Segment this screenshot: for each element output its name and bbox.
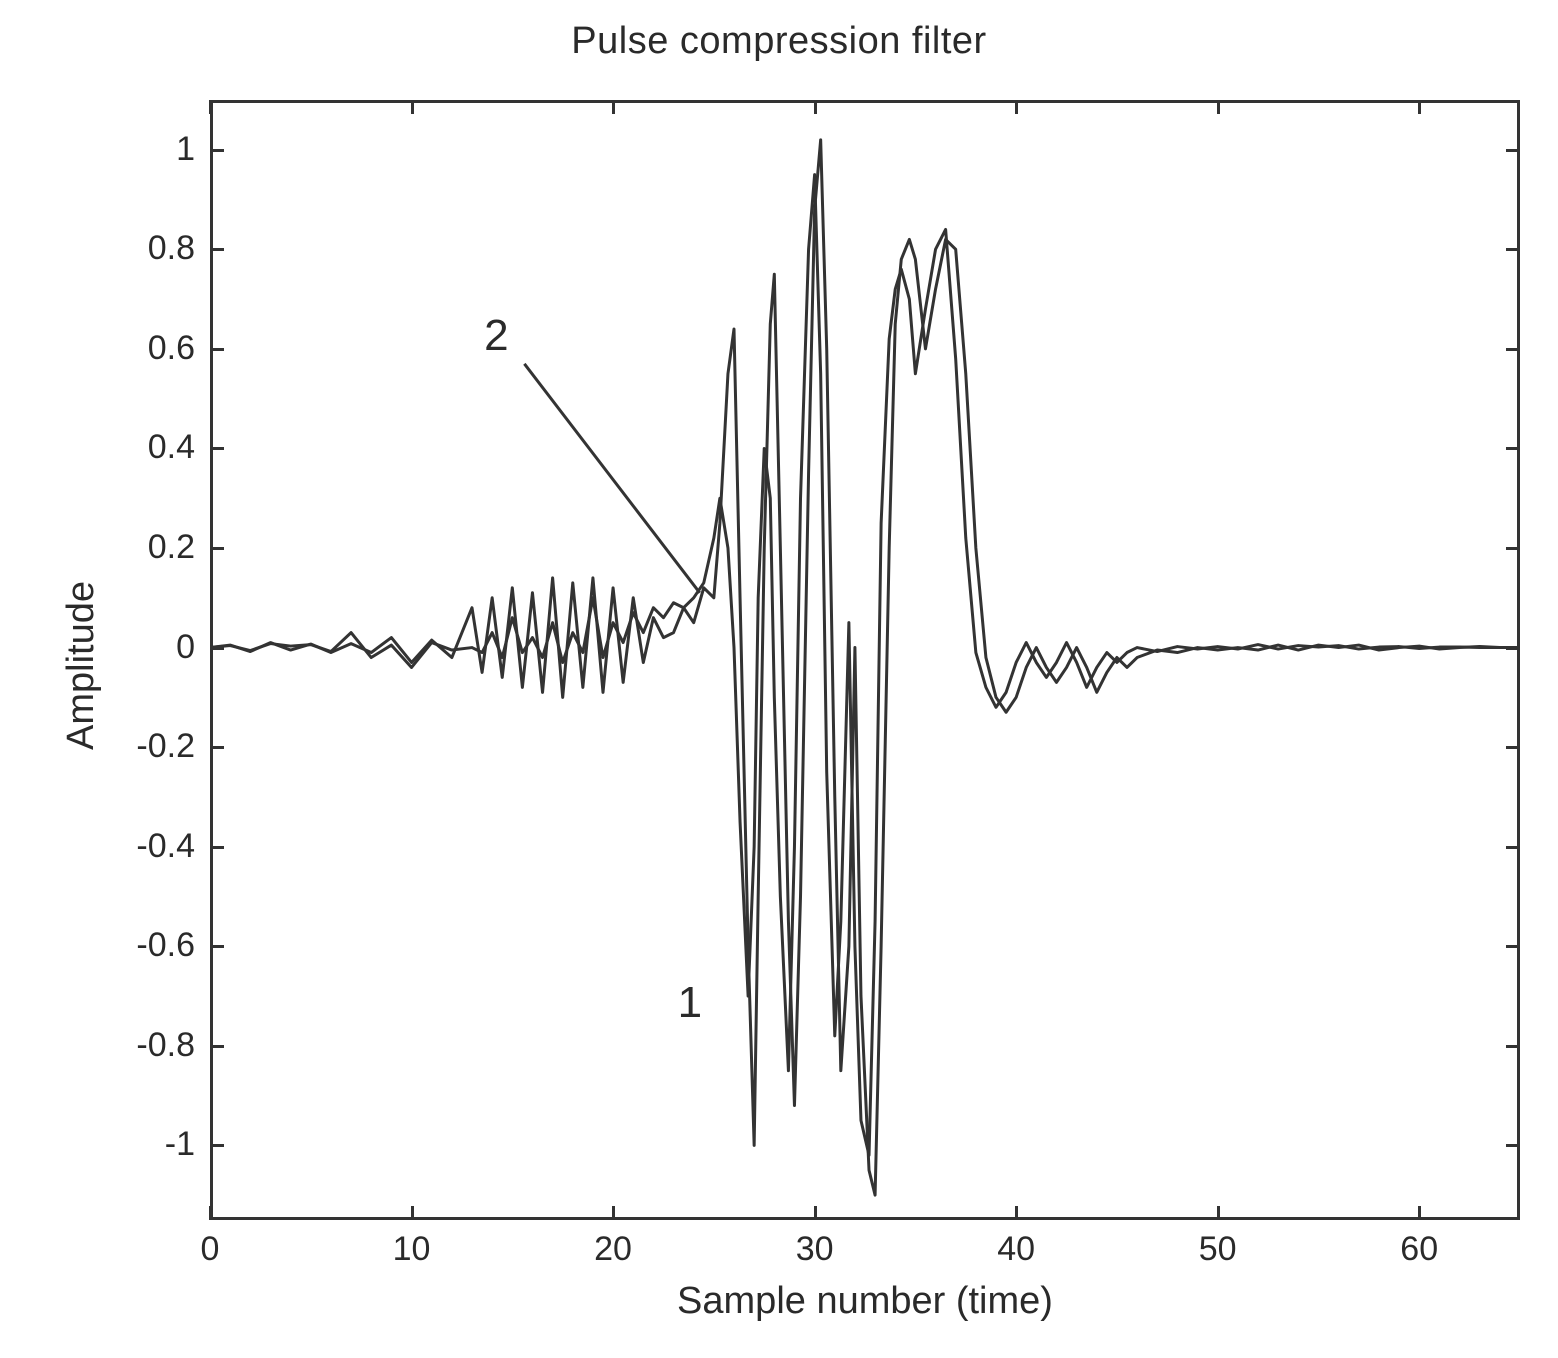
y-tick-label: -0.6 bbox=[115, 926, 195, 965]
y-tick bbox=[210, 149, 224, 152]
x-tick bbox=[814, 100, 817, 114]
x-tick bbox=[209, 1206, 212, 1220]
x-tick-label: 10 bbox=[382, 1230, 442, 1269]
y-tick bbox=[1506, 746, 1520, 749]
x-tick bbox=[814, 1206, 817, 1220]
x-tick-label: 0 bbox=[180, 1230, 240, 1269]
y-tick bbox=[1506, 149, 1520, 152]
figure: Pulse compression filter Amplitude Sampl… bbox=[0, 0, 1558, 1358]
y-tick bbox=[1506, 547, 1520, 550]
y-tick-label: 1 bbox=[115, 130, 195, 169]
x-axis-label: Sample number (time) bbox=[655, 1280, 1075, 1323]
x-tick bbox=[411, 100, 414, 114]
y-tick-label: 0.8 bbox=[115, 229, 195, 268]
y-tick bbox=[1506, 447, 1520, 450]
x-tick bbox=[411, 1206, 414, 1220]
x-tick-label: 50 bbox=[1188, 1230, 1248, 1269]
x-tick-label: 20 bbox=[583, 1230, 643, 1269]
x-tick bbox=[1217, 100, 1220, 114]
x-tick-label: 60 bbox=[1389, 1230, 1449, 1269]
y-tick bbox=[1506, 1144, 1520, 1147]
y-tick-label: -0.8 bbox=[115, 1026, 195, 1065]
y-tick bbox=[210, 945, 224, 948]
y-tick bbox=[210, 846, 224, 849]
y-tick bbox=[210, 348, 224, 351]
x-tick-label: 30 bbox=[785, 1230, 845, 1269]
x-tick bbox=[209, 100, 212, 114]
y-tick bbox=[210, 447, 224, 450]
x-tick-label: 40 bbox=[986, 1230, 1046, 1269]
y-tick bbox=[1506, 348, 1520, 351]
x-tick bbox=[1015, 1206, 1018, 1220]
y-tick bbox=[1506, 1045, 1520, 1048]
y-tick bbox=[1506, 846, 1520, 849]
y-tick bbox=[1506, 248, 1520, 251]
x-tick bbox=[1418, 1206, 1421, 1220]
y-tick bbox=[210, 647, 224, 650]
x-tick bbox=[1015, 100, 1018, 114]
series-line-1 bbox=[210, 140, 1520, 1195]
y-tick bbox=[1506, 647, 1520, 650]
y-tick bbox=[210, 248, 224, 251]
x-tick bbox=[612, 100, 615, 114]
y-tick-label: -0.2 bbox=[115, 727, 195, 766]
y-tick-label: -0.4 bbox=[115, 827, 195, 866]
y-tick bbox=[210, 547, 224, 550]
y-axis-label: Amplitude bbox=[60, 581, 103, 750]
y-tick bbox=[1506, 945, 1520, 948]
x-tick bbox=[612, 1206, 615, 1220]
y-tick-label: 0.6 bbox=[115, 329, 195, 368]
y-tick bbox=[210, 746, 224, 749]
x-tick bbox=[1418, 100, 1421, 114]
y-tick-label: 0 bbox=[115, 628, 195, 667]
annotation-leader-2 bbox=[524, 364, 699, 593]
annotation-label-1: 1 bbox=[678, 978, 702, 1028]
y-tick bbox=[210, 1045, 224, 1048]
annotation-label-2: 2 bbox=[484, 311, 508, 361]
y-tick-label: 0.2 bbox=[115, 528, 195, 567]
y-tick-label: -1 bbox=[115, 1125, 195, 1164]
y-tick-label: 0.4 bbox=[115, 428, 195, 467]
y-tick bbox=[210, 1144, 224, 1147]
chart-series bbox=[0, 0, 1558, 1358]
x-tick bbox=[1217, 1206, 1220, 1220]
